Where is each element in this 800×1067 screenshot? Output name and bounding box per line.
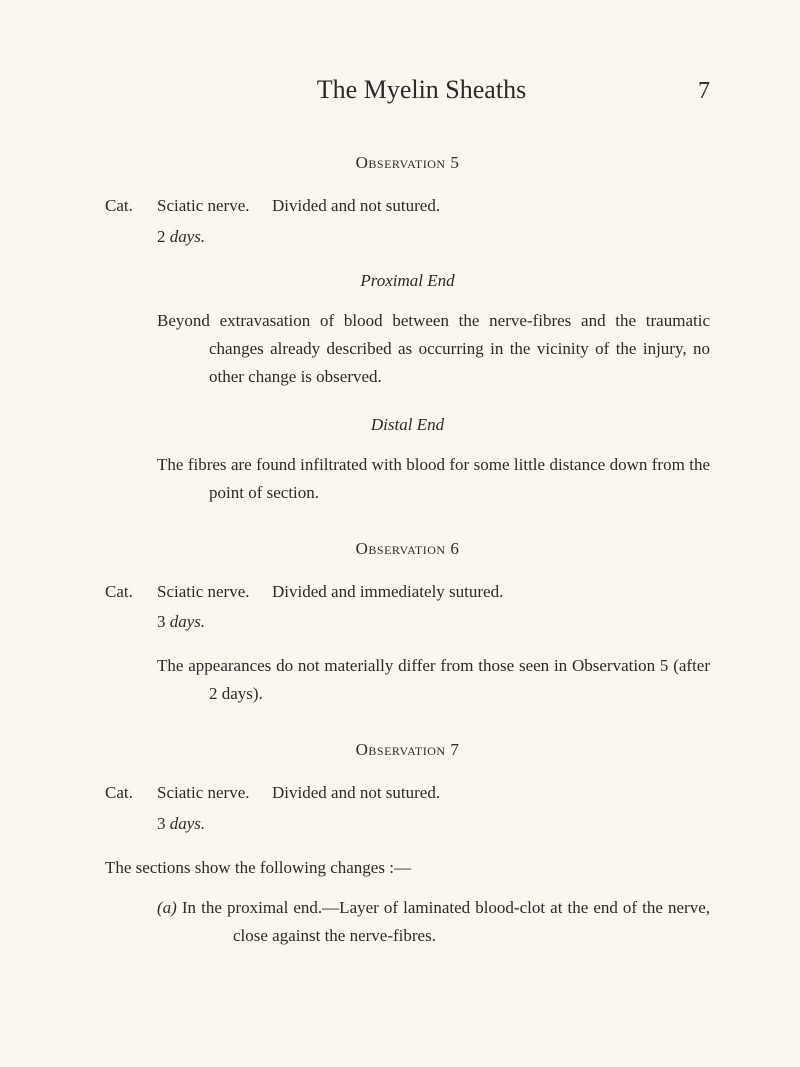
observation-7-intro: The sections show the following changes … <box>105 854 710 882</box>
entry-subject: Sciatic nerve. <box>157 193 272 219</box>
entry-subject: Sciatic nerve. <box>157 579 272 605</box>
distal-end-heading: Distal End <box>105 415 710 435</box>
observation-7-item-a: (a) In the proximal end.—Layer of lamina… <box>105 894 710 950</box>
observation-7-heading: Observation 7 <box>105 740 710 760</box>
proximal-end-text: Beyond extravasation of blood between th… <box>105 307 710 391</box>
proximal-end-heading: Proximal End <box>105 271 710 291</box>
entry-description: Divided and not sutured. <box>272 780 710 806</box>
observation-6-entry: Cat. Sciatic nerve. Divided and immediat… <box>105 579 710 605</box>
distal-end-text: The fibres are found infiltrated with bl… <box>105 451 710 507</box>
entry-description: Divided and not sutured. <box>272 193 710 219</box>
entry-label: Cat. <box>105 193 157 219</box>
entry-label: Cat. <box>105 780 157 806</box>
page-content: The Myelin Sheaths 7 Observation 5 Cat. … <box>0 0 800 1022</box>
observation-7-entry: Cat. Sciatic nerve. Divided and not sutu… <box>105 780 710 806</box>
entry-description: Divided and immediately sutured. <box>272 579 710 605</box>
entry-label: Cat. <box>105 579 157 605</box>
entry-subject: Sciatic nerve. <box>157 780 272 806</box>
observation-6-text: The appearances do not materially differ… <box>105 652 710 708</box>
observation-7-days: 3 days. <box>157 814 710 834</box>
observation-5-entry: Cat. Sciatic nerve. Divided and not sutu… <box>105 193 710 219</box>
page-title: The Myelin Sheaths <box>145 75 698 105</box>
observation-5-heading: Observation 5 <box>105 153 710 173</box>
observation-6-heading: Observation 6 <box>105 539 710 559</box>
page-header: The Myelin Sheaths 7 <box>105 75 710 105</box>
observation-5-days: 2 days. <box>157 227 710 247</box>
observation-6-days: 3 days. <box>157 612 710 632</box>
page-number: 7 <box>698 78 710 105</box>
